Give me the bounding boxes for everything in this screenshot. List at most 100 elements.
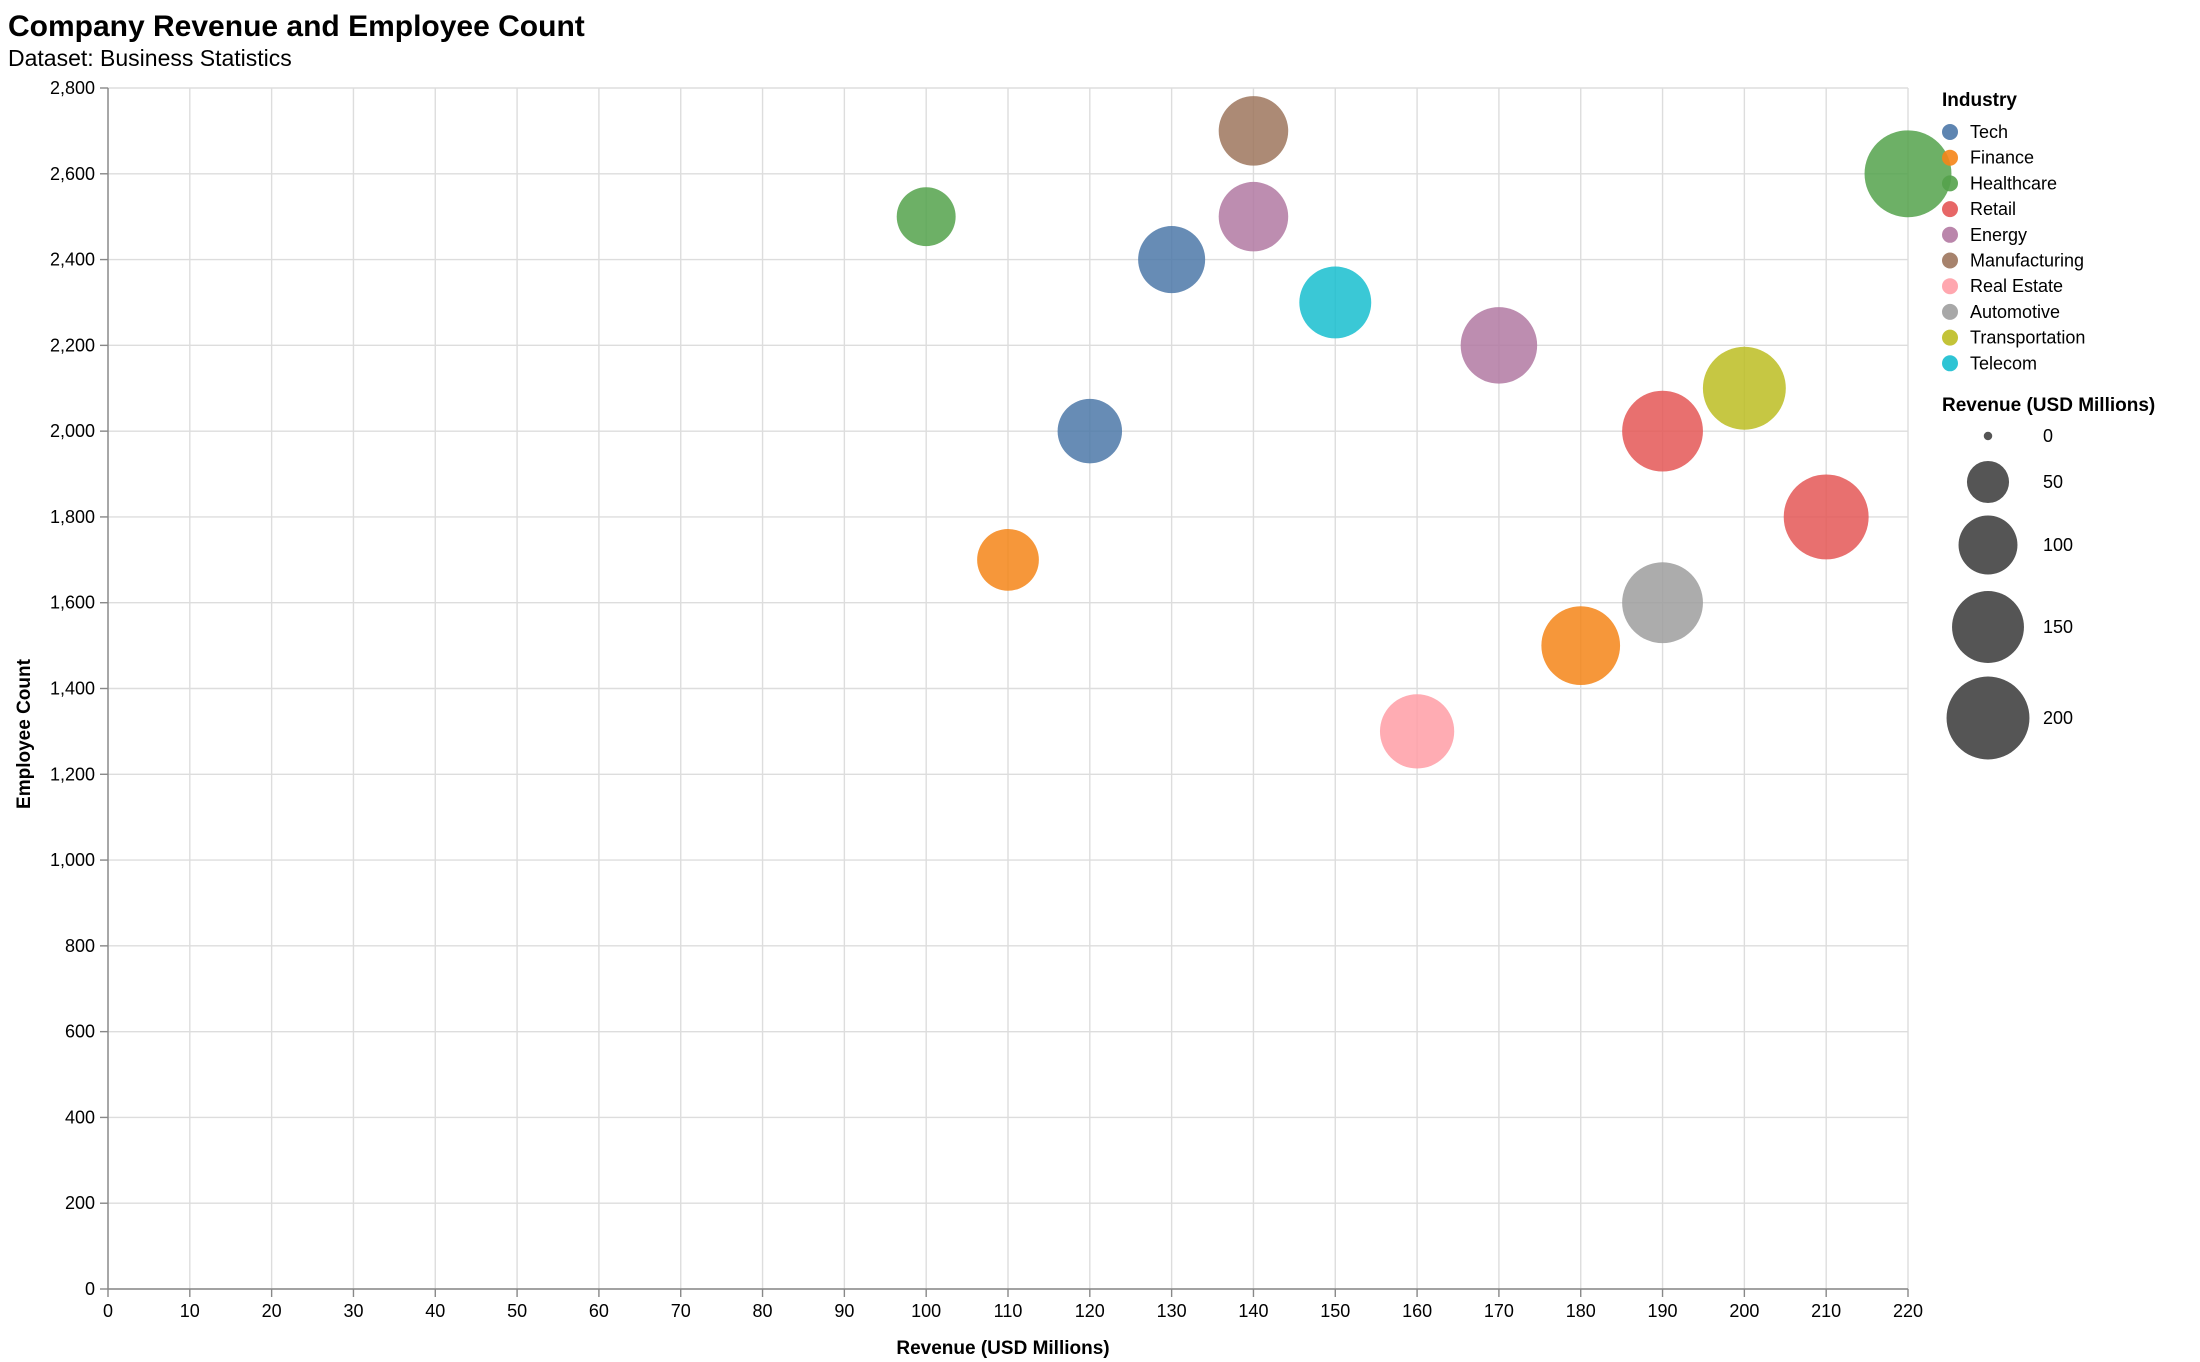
y-tick-label: 1,000 bbox=[50, 850, 95, 870]
legend-swatch bbox=[1942, 149, 1958, 166]
data-point-telecom bbox=[1299, 266, 1372, 339]
legend-item-automotive: Automotive bbox=[1942, 302, 2060, 322]
chart-subtitle: Dataset: Business Statistics bbox=[8, 45, 292, 71]
legend-label: Transportation bbox=[1970, 328, 2085, 348]
legend-swatch bbox=[1942, 303, 1958, 320]
legend-item-manufacturing: Manufacturing bbox=[1942, 251, 2084, 271]
y-tick-label: 1,200 bbox=[50, 764, 95, 784]
legend-label: Finance bbox=[1970, 148, 2034, 168]
x-tick-label: 10 bbox=[180, 1301, 200, 1321]
legend-label: Retail bbox=[1970, 199, 2016, 219]
size-legend-item: 0 bbox=[1983, 426, 2053, 446]
size-legend-item: 150 bbox=[1952, 591, 2073, 663]
x-tick-label: 90 bbox=[834, 1301, 854, 1321]
data-point-real-estate bbox=[1379, 694, 1455, 769]
legend-label: Tech bbox=[1970, 122, 2008, 142]
data-point-healthcare bbox=[896, 187, 956, 247]
size-legend-circle bbox=[1952, 591, 2024, 663]
x-tick-label: 160 bbox=[1402, 1301, 1432, 1321]
size-legend-label: 100 bbox=[2043, 535, 2073, 555]
y-axis-title: Employee Count bbox=[14, 658, 35, 809]
size-legend-item: 50 bbox=[1966, 460, 2063, 504]
size-legend-item: 200 bbox=[1946, 676, 2073, 760]
size-legend-label: 0 bbox=[2043, 426, 2053, 446]
legend-item-energy: Energy bbox=[1942, 225, 2027, 245]
axes: 0 10 20 30 40 50 60 70 80 90 100 110 120 130 140 150 160… bbox=[50, 78, 1923, 1321]
x-tick-label: 140 bbox=[1238, 1301, 1268, 1321]
x-tick-label: 180 bbox=[1566, 1301, 1596, 1321]
size-legend-circle bbox=[1958, 515, 2018, 575]
legend-item-finance: Finance bbox=[1942, 148, 2034, 168]
y-tick-label: 200 bbox=[65, 1193, 95, 1213]
legend-item-retail: Retail bbox=[1942, 199, 2016, 219]
legend-item-telecom: Telecom bbox=[1942, 353, 2037, 373]
size-legend-title: Revenue (USD Millions) bbox=[1942, 395, 2155, 416]
grid bbox=[107, 87, 1909, 1290]
x-tick-label: 170 bbox=[1484, 1301, 1514, 1321]
size-legend-circle bbox=[1966, 460, 2010, 504]
x-tick-label: 20 bbox=[262, 1301, 282, 1321]
y-tick-label: 1,800 bbox=[50, 507, 95, 527]
y-tick-label: 800 bbox=[65, 936, 95, 956]
x-tick-label: 130 bbox=[1157, 1301, 1187, 1321]
x-tick-label: 210 bbox=[1811, 1301, 1841, 1321]
legend-swatch bbox=[1942, 124, 1958, 140]
legend-label: Energy bbox=[1970, 225, 2027, 245]
legend: Industry Tech Finance Healthcare Retail Ener… bbox=[1942, 90, 2155, 760]
legend-label: Telecom bbox=[1970, 353, 2037, 373]
legend-swatch bbox=[1942, 355, 1958, 372]
x-tick-label: 30 bbox=[343, 1301, 363, 1321]
data-point-tech bbox=[1057, 398, 1123, 464]
x-tick-label: 100 bbox=[911, 1301, 941, 1321]
legend-item-real-estate: Real Estate bbox=[1942, 276, 2063, 296]
chart-title: Company Revenue and Employee Count bbox=[8, 10, 585, 43]
size-legend-label: 150 bbox=[2043, 617, 2073, 637]
data-point-finance bbox=[977, 528, 1039, 591]
y-tick-label: 2,600 bbox=[50, 164, 95, 184]
legend-swatch bbox=[1942, 201, 1958, 218]
legend-swatch bbox=[1942, 329, 1958, 346]
data-point-healthcare bbox=[1864, 130, 1952, 218]
data-points bbox=[896, 96, 1952, 769]
data-point-manufacturing bbox=[1218, 96, 1289, 166]
x-tick-label: 110 bbox=[994, 1301, 1023, 1321]
size-legend-label: 50 bbox=[2043, 472, 2063, 492]
size-legend-circle bbox=[1983, 431, 1993, 441]
y-tick-label: 600 bbox=[65, 1022, 95, 1042]
legend-swatch bbox=[1942, 226, 1958, 243]
x-axis-title: Revenue (USD Millions) bbox=[896, 1338, 1109, 1359]
x-tick-label: 70 bbox=[671, 1301, 691, 1321]
x-tick-label: 40 bbox=[425, 1301, 445, 1321]
data-point-retail bbox=[1622, 390, 1703, 472]
data-point-automotive bbox=[1622, 562, 1703, 644]
x-tick-label: 50 bbox=[507, 1301, 527, 1321]
legend-item-healthcare: Healthcare bbox=[1942, 173, 2057, 193]
legend-label: Automotive bbox=[1970, 302, 2060, 322]
x-tick-label: 150 bbox=[1320, 1301, 1350, 1321]
y-tick-label: 2,800 bbox=[50, 78, 95, 98]
y-tick-label: 2,000 bbox=[50, 421, 95, 441]
y-tick-label: 2,200 bbox=[50, 335, 95, 355]
legend-label: Real Estate bbox=[1970, 276, 2063, 296]
size-legend-label: 200 bbox=[2043, 708, 2073, 728]
y-tick-label: 1,400 bbox=[50, 679, 95, 699]
legend-swatch bbox=[1942, 278, 1958, 295]
size-legend-item: 100 bbox=[1958, 515, 2073, 575]
legend-item-tech: Tech bbox=[1942, 122, 2008, 142]
x-tick-label: 200 bbox=[1729, 1301, 1759, 1321]
data-point-energy bbox=[1460, 307, 1538, 384]
color-legend-title: Industry bbox=[1942, 90, 2017, 111]
y-tick-label: 1,600 bbox=[50, 593, 95, 613]
x-tick-label: 190 bbox=[1648, 1301, 1678, 1321]
data-point-finance bbox=[1541, 606, 1621, 685]
y-tick-label: 0 bbox=[85, 1279, 95, 1299]
legend-label: Healthcare bbox=[1970, 173, 2057, 193]
legend-swatch bbox=[1942, 252, 1958, 269]
data-point-tech bbox=[1138, 226, 1206, 294]
legend-label: Manufacturing bbox=[1970, 251, 2084, 271]
legend-swatch bbox=[1942, 175, 1958, 192]
x-tick-label: 0 bbox=[103, 1301, 113, 1321]
legend-item-transportation: Transportation bbox=[1942, 328, 2085, 348]
y-tick-label: 2,400 bbox=[50, 250, 95, 270]
